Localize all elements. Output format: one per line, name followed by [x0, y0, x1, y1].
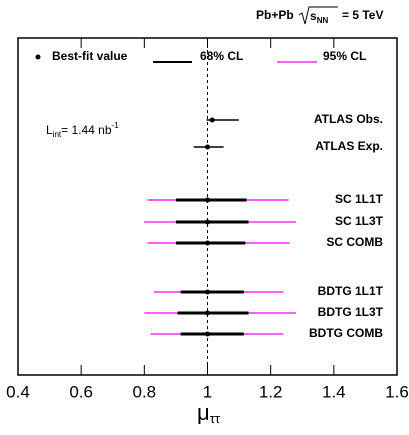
legend-label: 68% CL	[200, 49, 243, 63]
row-label: BDTG COMB	[309, 326, 383, 340]
x-tick-label: 1.2	[259, 382, 283, 401]
row-label: SC COMB	[326, 235, 383, 249]
best-fit-dot	[205, 240, 210, 246]
lumi-symbol: L	[46, 123, 53, 137]
energy-prefix: Pb+Pb	[256, 8, 294, 22]
row-label: SC 1L1T	[335, 192, 384, 206]
lumi-text: = 1.44 nb	[61, 123, 112, 137]
best-fit-dot	[205, 310, 210, 316]
root-sub: NN	[317, 16, 329, 25]
row-label: SC 1L3T	[335, 214, 384, 228]
row-label: ATLAS Exp.	[315, 139, 383, 153]
energy-suffix: = 5 TeV	[342, 8, 383, 22]
root-var: s	[310, 9, 317, 23]
x-axis-label: μττ	[197, 400, 221, 427]
best-fit-dot	[205, 289, 210, 295]
row-label: ATLAS Obs.	[314, 112, 383, 126]
best-fit-dot	[205, 144, 210, 150]
best-fit-dot	[205, 197, 210, 203]
x-tick-label: 1.4	[322, 382, 346, 401]
legend-label: 95% CL	[323, 49, 366, 63]
x-label-symbol: μ	[197, 400, 210, 425]
legend-label: Best-fit value	[52, 49, 128, 63]
row-label: BDTG 1L3T	[318, 305, 384, 319]
x-tick-label: 1.6	[385, 382, 409, 401]
lumi-sup: -1	[112, 121, 120, 130]
x-label-sub: ττ	[210, 411, 221, 426]
x-tick-label: 1	[203, 382, 212, 401]
lumi-sub: int	[53, 130, 62, 139]
best-fit-dot	[205, 219, 210, 225]
x-tick-label: 0.6	[69, 382, 93, 401]
best-fit-dot	[209, 117, 215, 123]
best-fit-dot	[205, 331, 210, 337]
x-tick-label: 0.4	[6, 382, 30, 401]
row-label: BDTG 1L1T	[318, 284, 384, 298]
sqrt-sign	[298, 6, 338, 25]
energy-root: sNN	[310, 9, 328, 25]
legend-dot	[35, 54, 41, 60]
lumi-label: Lint= 1.44 nb-1	[46, 121, 119, 139]
x-tick-label: 0.8	[133, 382, 157, 401]
energy-label: Pb+Pb	[256, 8, 294, 22]
